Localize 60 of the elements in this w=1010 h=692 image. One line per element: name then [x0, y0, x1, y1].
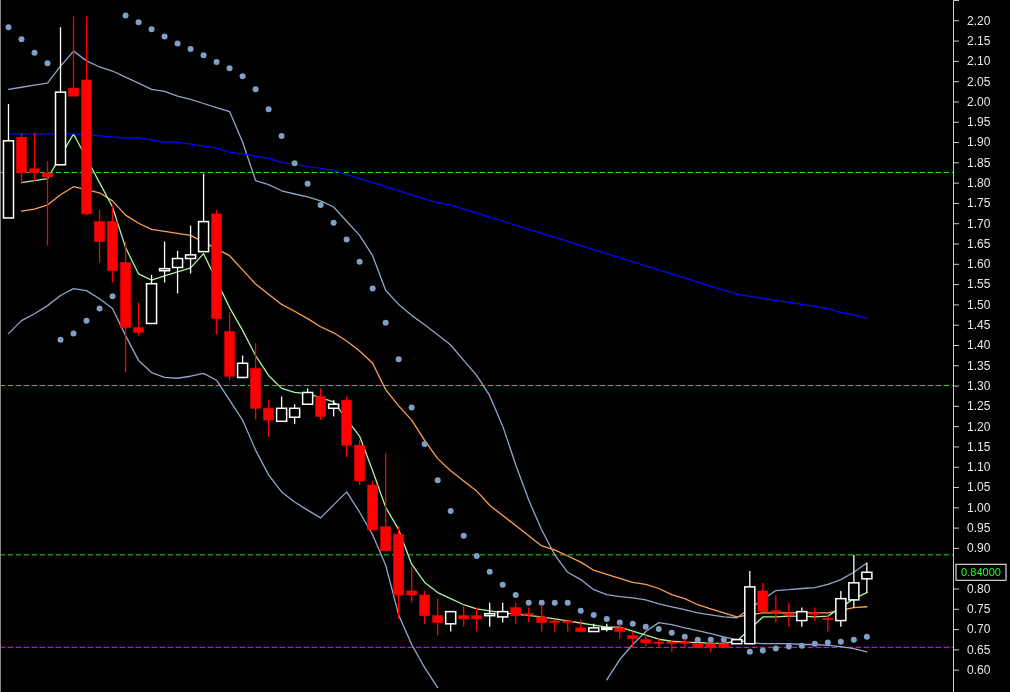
y-tick-label: 0.75: [967, 602, 991, 617]
y-tick-label: 0.80: [967, 581, 991, 596]
y-tick-label: 1.45: [967, 318, 991, 333]
y-tick-label: 2.10: [967, 54, 991, 69]
y-tick-label: 2.15: [967, 33, 991, 48]
candlestick: [68, 15, 79, 97]
candlestick: [236, 354, 249, 379]
y-tick-label: 0.95: [967, 520, 991, 535]
y-tick-label: 1.10: [967, 460, 991, 475]
y-tick-label: 1.35: [967, 358, 991, 373]
y-tick-label: 1.60: [967, 257, 991, 272]
candlestick: [315, 387, 326, 421]
candlestick: [94, 209, 105, 264]
y-tick-label: 1.80: [967, 175, 991, 190]
y-tick-label: 1.00: [967, 500, 991, 515]
candlestick: [471, 606, 482, 633]
y-tick-label: 0.70: [967, 622, 991, 637]
y-tick-label: 0.65: [967, 642, 991, 657]
candlestick: [171, 250, 184, 295]
candlestick: [29, 132, 40, 182]
y-tick-label: 0.60: [967, 663, 991, 678]
y-tick-label: 1.65: [967, 236, 991, 251]
candlestick: [42, 160, 53, 247]
y-tick-label: 1.05: [967, 480, 991, 495]
candlestick: [496, 602, 509, 624]
y-tick-label: 1.55: [967, 277, 991, 292]
candlestick: [861, 562, 873, 594]
candlestick: [444, 610, 457, 633]
text: 0.84000: [961, 566, 1001, 579]
candlestick: [783, 602, 795, 628]
candlestick: [133, 302, 144, 337]
y-tick-label: 1.70: [967, 216, 991, 231]
candlestick: [275, 395, 288, 423]
candlestick: [796, 606, 808, 628]
candlestick: [510, 602, 521, 625]
y-tick-label: 1.95: [967, 115, 991, 130]
y-tick-label: 1.15: [967, 439, 991, 454]
y-tick-label: 1.85: [967, 155, 991, 170]
candlestick: [380, 452, 391, 552]
y-tick-label: 1.40: [967, 338, 991, 353]
candlestick: [419, 590, 430, 625]
y-tick-label: 1.30: [967, 378, 991, 393]
y-tick-label: 1.75: [967, 196, 991, 211]
candlestick: [406, 566, 417, 604]
candlestick: [432, 598, 443, 637]
y-tick-label: 2.00: [967, 94, 991, 109]
y-tick-label: 2.20: [967, 13, 991, 28]
candlestick: [770, 594, 782, 624]
line-series: [7, 133, 868, 320]
y-tick-label: 1.50: [967, 297, 991, 312]
y-tick-label: 1.25: [967, 399, 991, 414]
candlestick: [458, 604, 469, 628]
y-tick-label: 1.20: [967, 419, 991, 434]
y-tick-label: 0.90: [967, 541, 991, 556]
candlestick: [757, 582, 769, 613]
y-tick-label: 1.90: [967, 135, 991, 150]
candlestick: [184, 225, 197, 275]
candlestick: [263, 399, 274, 438]
y-tick-label: 2.05: [967, 74, 991, 89]
candlestick: [288, 403, 301, 425]
